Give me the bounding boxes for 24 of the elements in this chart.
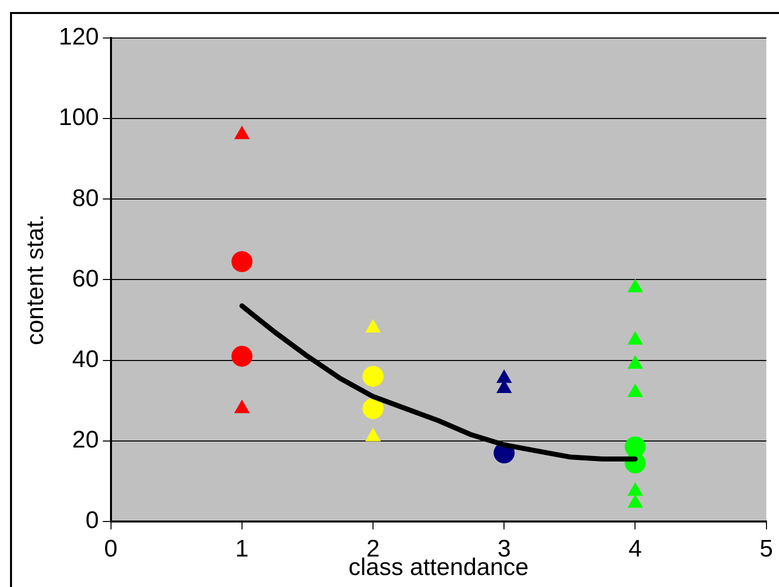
point (366, 320, 380, 333)
x-tick-label: 0 (104, 535, 118, 562)
y-tick-label: 100 (58, 104, 99, 132)
y-tick-label: 120 (58, 24, 99, 51)
point (496, 370, 512, 383)
y-tick-label: 80 (72, 184, 99, 212)
point (234, 400, 250, 414)
y-axis-title: content stat. (22, 214, 50, 346)
point (366, 428, 380, 442)
x-tick-label: 4 (628, 535, 642, 562)
x-tick-label: 2 (366, 535, 380, 562)
point (628, 482, 643, 496)
point (628, 356, 643, 369)
point (234, 126, 250, 140)
y-tick-label: 60 (72, 265, 99, 292)
point (628, 279, 643, 292)
y-tick-label: 40 (72, 346, 99, 373)
point (628, 494, 643, 508)
x-tick-label: 1 (235, 535, 249, 562)
y-tick-label: 20 (72, 426, 99, 454)
y-tick-label: 0 (85, 507, 99, 534)
point (628, 332, 643, 345)
point (628, 384, 643, 397)
x-tick-label: 5 (760, 535, 774, 562)
